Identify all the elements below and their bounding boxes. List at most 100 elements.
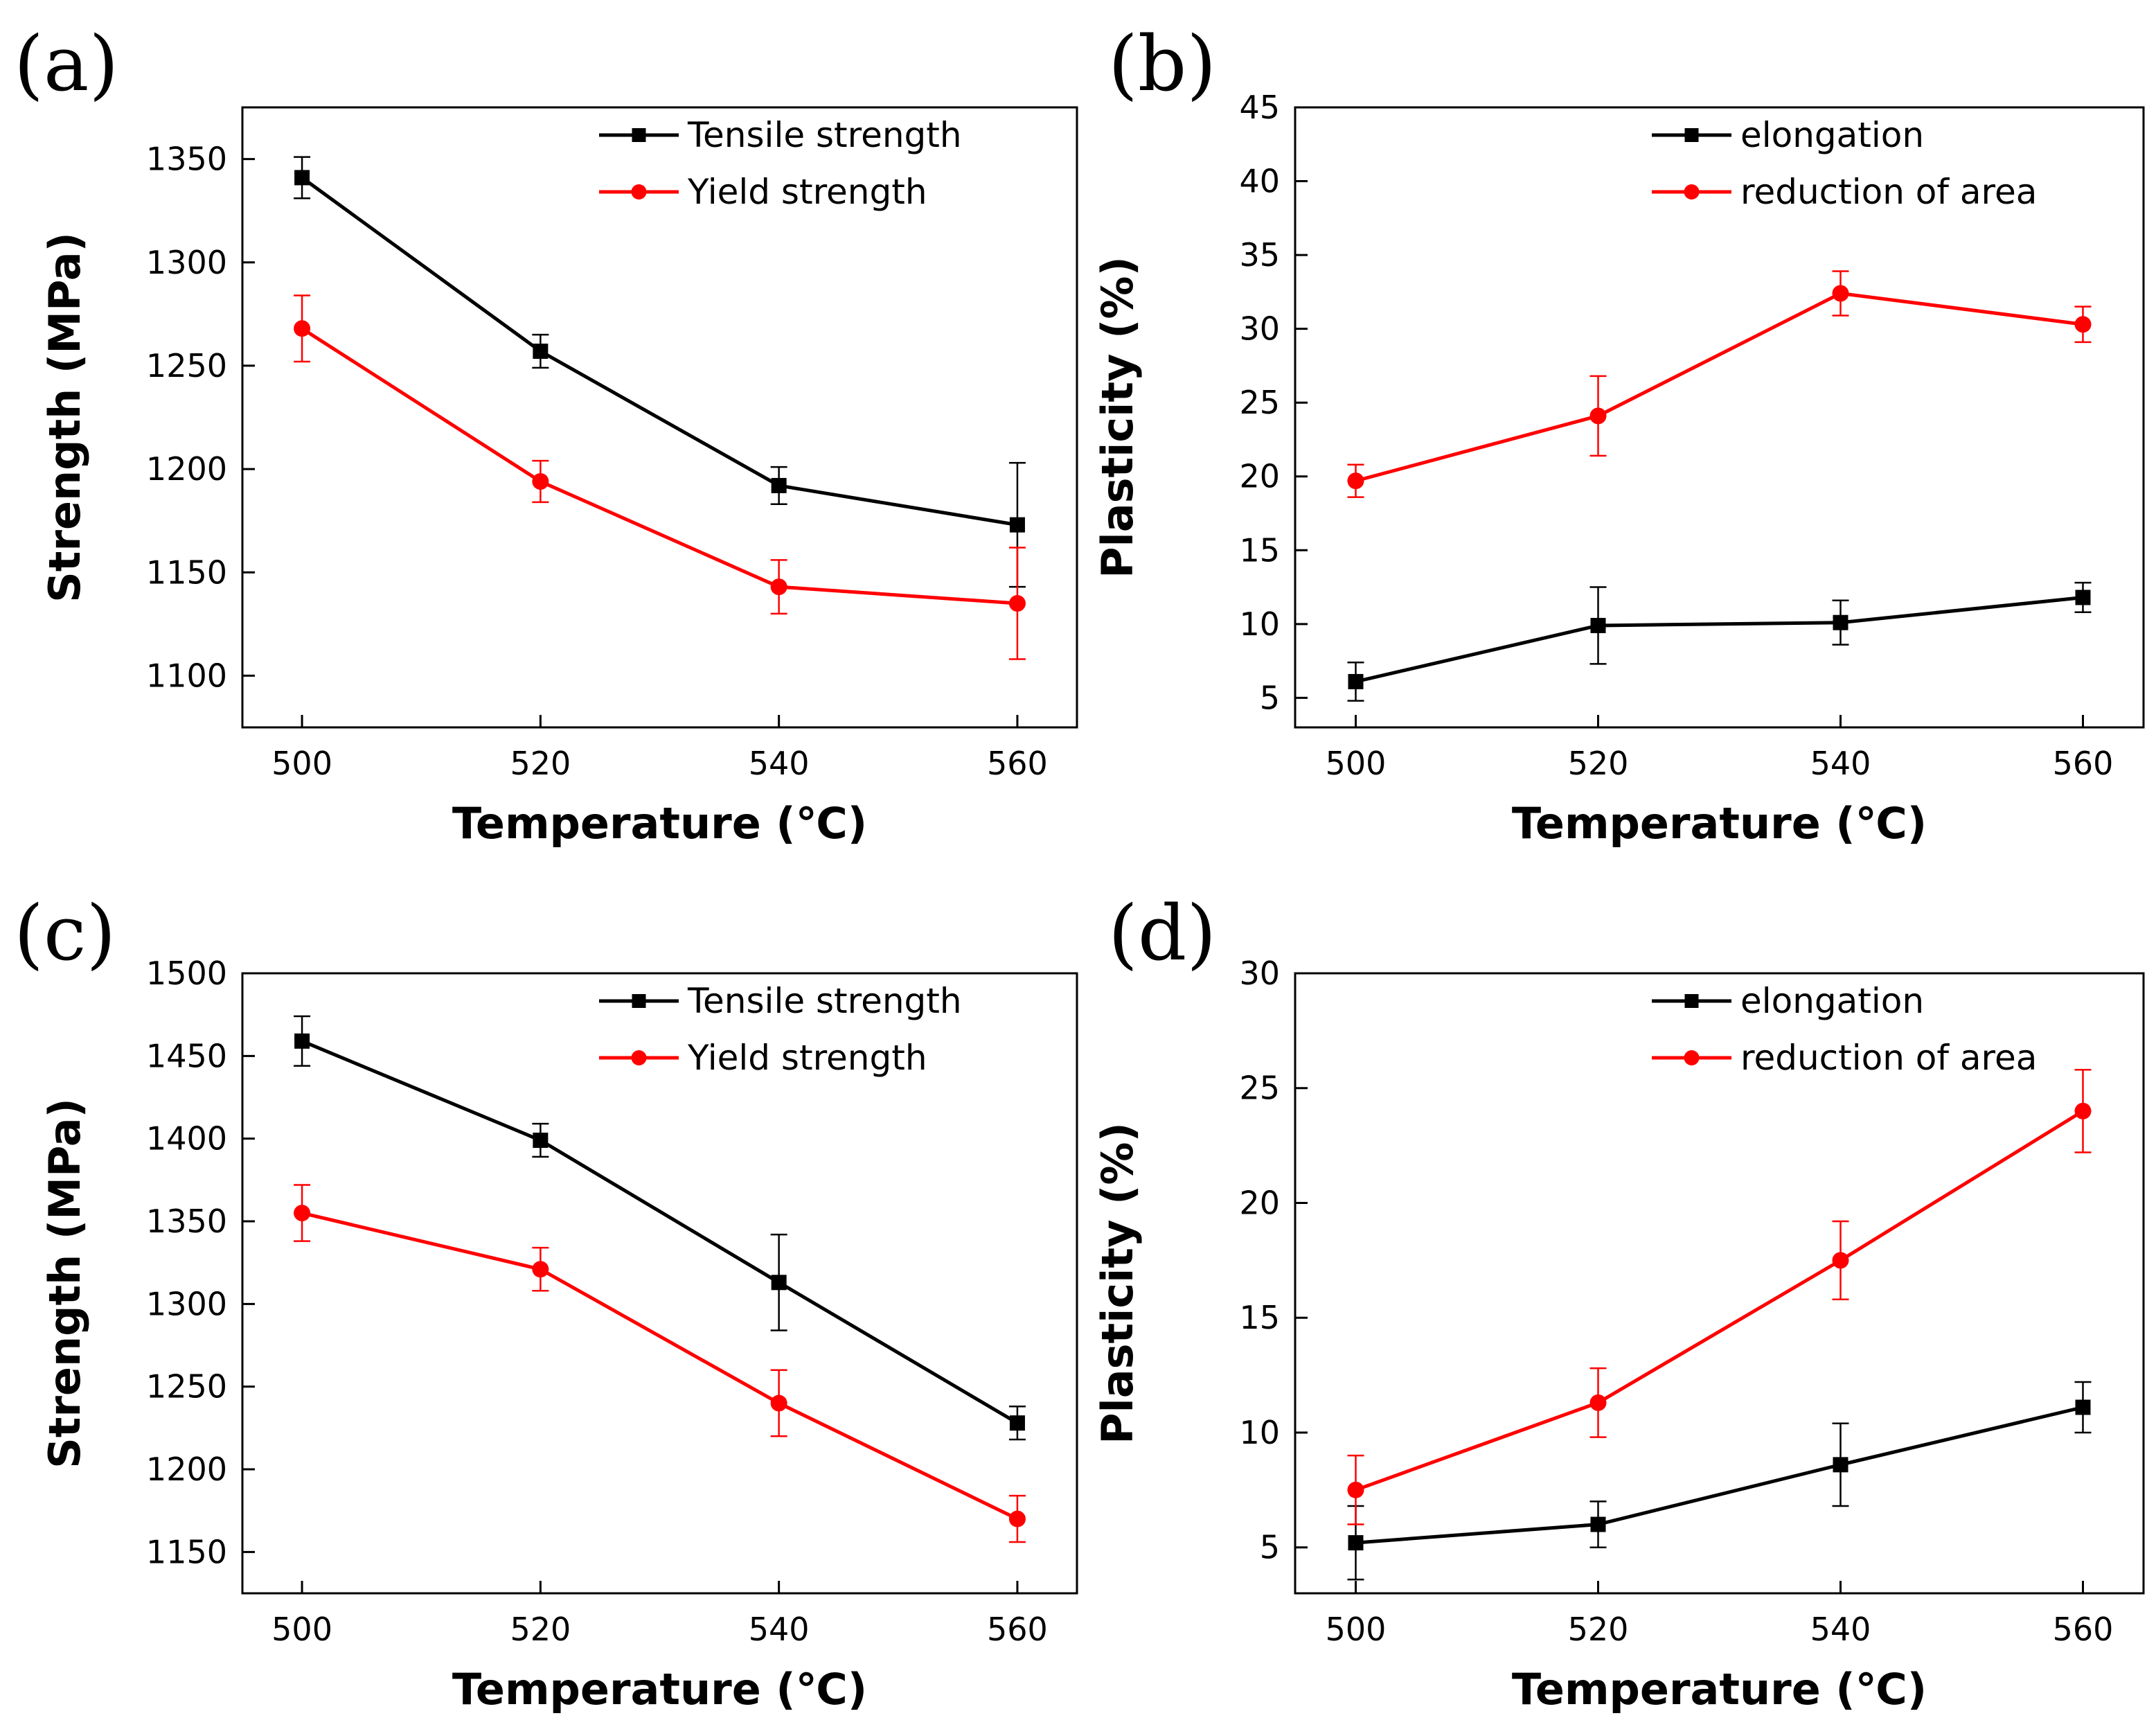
series-line xyxy=(1355,291,2083,483)
y-tick-label: 1300 xyxy=(146,244,227,281)
series-yield-strength: Yield strength xyxy=(294,1038,1026,1543)
series-reduction-of-area: reduction of area xyxy=(1347,1038,2092,1525)
y-tick-label: 15 xyxy=(1239,531,1280,569)
y-tick-label: 1450 xyxy=(146,1037,227,1074)
data-point-circle xyxy=(770,1394,787,1412)
data-point-square xyxy=(294,1033,310,1049)
data-point-square xyxy=(294,170,310,186)
data-point-square xyxy=(771,1275,787,1291)
y-axis-title: Strength (MPa) xyxy=(39,1098,90,1469)
legend-label: elongation xyxy=(1740,981,1924,1021)
y-tick-label: 10 xyxy=(1239,605,1280,643)
series-tensile-strength: Tensile strength xyxy=(294,981,1026,1441)
legend-label: Tensile strength xyxy=(687,981,962,1021)
x-tick-label: 560 xyxy=(2053,745,2114,782)
series-elongation: elongation xyxy=(1347,981,2092,1581)
y-tick-label: 1400 xyxy=(146,1120,227,1158)
legend-marker xyxy=(1684,1050,1700,1065)
y-tick-label: 5 xyxy=(1260,1529,1280,1566)
legend-marker xyxy=(1684,994,1699,1008)
y-tick-label: 20 xyxy=(1239,458,1280,495)
series-line xyxy=(301,327,1018,605)
y-tick-label: 1250 xyxy=(146,347,227,384)
data-point-square xyxy=(1590,1516,1606,1532)
x-tick-label: 560 xyxy=(987,745,1048,782)
data-point-circle xyxy=(294,320,311,337)
x-tick-label: 560 xyxy=(987,1611,1048,1648)
series-line xyxy=(1355,1406,2084,1545)
data-point-square xyxy=(2075,1399,2091,1415)
data-point-circle xyxy=(1832,1252,1849,1269)
series-line xyxy=(301,176,1018,527)
y-tick-label: 30 xyxy=(1239,310,1280,348)
y-axis-title: Plasticity (%) xyxy=(1092,256,1143,578)
legend-label: Yield strength xyxy=(687,1038,927,1078)
legend-marker xyxy=(632,994,646,1008)
legend-label: elongation xyxy=(1740,115,1924,155)
data-point-circle xyxy=(1008,595,1026,612)
y-tick-label: 15 xyxy=(1239,1299,1280,1336)
data-point-square xyxy=(533,344,549,360)
series-line xyxy=(301,1211,1019,1521)
data-point-circle xyxy=(2074,1102,2092,1119)
data-point-circle xyxy=(1347,472,1364,490)
data-point-circle xyxy=(1832,285,1849,302)
legend-marker xyxy=(631,184,647,200)
y-tick-label: 1500 xyxy=(146,955,227,992)
data-point-square xyxy=(771,477,787,493)
data-point-square xyxy=(1009,1415,1025,1431)
data-point-circle xyxy=(770,578,787,596)
data-point-square xyxy=(533,1133,549,1149)
y-tick-label: 1200 xyxy=(146,1451,227,1488)
chart-panel-d: (d) 500 520 540 560 5 10 15 20 25 30 Temperature (℃… xyxy=(1092,889,2145,1715)
x-tick-label: 560 xyxy=(2053,1611,2114,1648)
data-point-square xyxy=(1590,617,1606,633)
x-tick-label: 540 xyxy=(1810,745,1871,782)
y-tick-label: 5 xyxy=(1260,679,1280,716)
legend-marker xyxy=(632,128,646,142)
series-line xyxy=(301,1039,1019,1425)
y-tick-label: 1200 xyxy=(146,450,227,488)
data-point-circle xyxy=(1589,1394,1607,1411)
y-tick-label: 1350 xyxy=(146,141,227,178)
legend-marker xyxy=(1684,184,1700,200)
series-yield-strength: Yield strength xyxy=(294,172,1026,660)
y-tick-label: 25 xyxy=(1239,384,1280,421)
series-line xyxy=(1355,1109,2084,1492)
y-axis-title: Strength (MPa) xyxy=(39,232,90,603)
panel-label: (c) xyxy=(14,889,116,977)
x-tick-label: 500 xyxy=(271,1611,332,1648)
y-tick-label: 20 xyxy=(1239,1184,1280,1221)
chart-panel-b: (b) 500 520 540 560 5 10 15 20 25 30 35 40 45 Temperat… xyxy=(1092,19,2145,849)
data-point-square xyxy=(1348,1535,1364,1551)
x-tick-label: 540 xyxy=(1810,1611,1871,1648)
data-point-circle xyxy=(1589,407,1607,425)
y-tick-label: 25 xyxy=(1239,1070,1280,1107)
x-tick-label: 520 xyxy=(1568,745,1629,782)
data-point-circle xyxy=(1347,1481,1364,1498)
legend-label: Tensile strength xyxy=(687,115,962,155)
panel-label: (d) xyxy=(1108,889,1216,977)
series-line xyxy=(1355,595,2083,684)
plot-frame xyxy=(241,106,1078,729)
data-point-circle xyxy=(532,1261,549,1278)
x-axis-title: Temperature (℃) xyxy=(1512,798,1927,849)
y-tick-label: 1100 xyxy=(146,657,227,694)
legend-label: Yield strength xyxy=(687,172,927,212)
data-point-circle xyxy=(2074,316,2092,333)
x-tick-label: 540 xyxy=(749,1611,810,1648)
series-elongation: elongation xyxy=(1347,115,2092,702)
series-reduction-of-area: reduction of area xyxy=(1347,172,2092,498)
legend-marker xyxy=(1684,128,1699,142)
x-tick-label: 520 xyxy=(510,745,571,782)
series-tensile-strength: Tensile strength xyxy=(294,115,1026,588)
chart-panel-a: (a) 500 520 540 560 1100 1150 1200 1250 1300 1350 T… xyxy=(14,19,1078,849)
plot-frame xyxy=(241,972,1078,1595)
x-axis-title: Temperature (℃) xyxy=(452,798,867,849)
legend-marker xyxy=(631,1050,647,1065)
y-tick-label: 1150 xyxy=(146,553,227,591)
legend-label: reduction of area xyxy=(1740,1038,2037,1078)
x-tick-label: 500 xyxy=(1326,745,1387,782)
y-tick-label: 10 xyxy=(1239,1414,1280,1451)
